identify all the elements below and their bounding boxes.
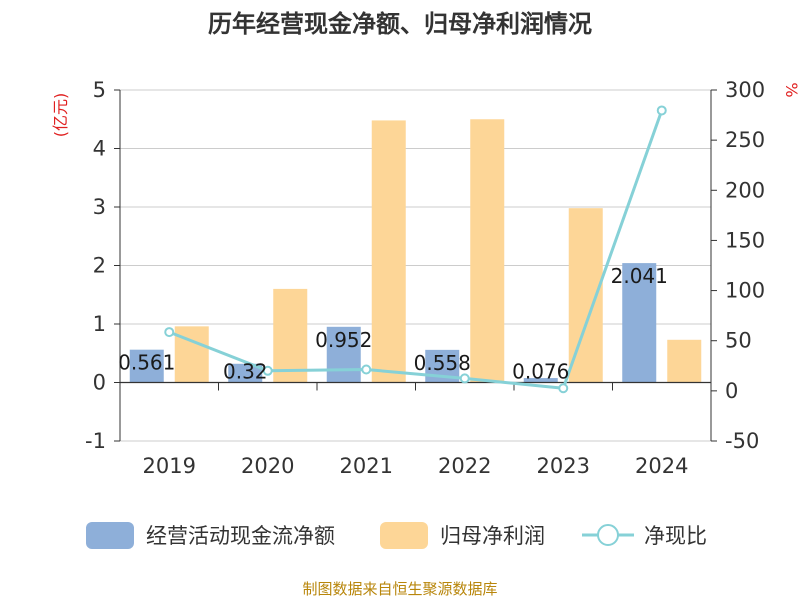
data-label-cashflow: 0.558 [414, 351, 471, 375]
legend-label-ratio: 净现比 [644, 524, 707, 548]
line-net-cash-ratio [168, 109, 664, 390]
left-tick-label: 0 [93, 371, 106, 395]
bar-netprofit-2021 [371, 120, 406, 383]
left-tick-label: 2 [93, 254, 106, 278]
legend-swatch-netprofit [380, 522, 428, 549]
right-axis-unit: % [782, 82, 800, 97]
x-tick-label: 2023 [537, 454, 590, 478]
bar-cashflow-2020 [228, 363, 263, 383]
data-label-cashflow: 0.561 [118, 351, 175, 375]
left-tick-label: 5 [93, 78, 106, 102]
data-label-cashflow: 0.076 [512, 360, 569, 384]
point-net-cash-ratio-2022 [459, 373, 470, 384]
point-net-cash-ratio-2023 [558, 383, 569, 394]
right-tick-label: 200 [725, 178, 765, 202]
bar-netprofit-2022 [470, 119, 505, 383]
bar-cashflow-2024 [622, 263, 657, 383]
bar-cashflow-2019 [129, 349, 164, 383]
source-note: 制图数据来自恒生聚源数据库 [302, 580, 497, 598]
x-tick-label: 2021 [340, 454, 393, 478]
data-label-cashflow: 2.041 [611, 264, 668, 288]
chart-title: 历年经营现金净额、归母净利润情况 [208, 10, 592, 38]
data-label-cashflow: 0.952 [315, 328, 372, 352]
point-net-cash-ratio-2021 [361, 364, 372, 375]
right-tick-label: -50 [725, 429, 759, 453]
right-tick-label: 150 [725, 228, 765, 252]
point-net-cash-ratio-2020 [262, 365, 273, 376]
bar-cashflow-2021 [326, 326, 361, 383]
point-net-cash-ratio-2019 [164, 327, 175, 338]
right-tick-label: 50 [725, 329, 752, 353]
x-tick-label: 2022 [438, 454, 491, 478]
left-tick-label: 1 [93, 312, 106, 336]
legend: 经营活动现金流净额 归母净利润 净现比 [86, 522, 707, 549]
right-tick-label: 250 [725, 128, 765, 152]
bar-netprofit-2020 [273, 288, 308, 383]
legend-label-cashflow: 经营活动现金流净额 [146, 524, 335, 548]
left-tick-label: 4 [93, 137, 106, 161]
right-tick-label: 300 [725, 78, 765, 102]
point-net-cash-ratio-2024 [656, 105, 667, 116]
left-tick-label: 3 [93, 195, 106, 219]
legend-marker-ratio [597, 524, 619, 546]
left-tick-label: -1 [85, 429, 106, 453]
x-tick-label: 2020 [241, 454, 294, 478]
left-axis-unit: (亿元) [51, 93, 70, 138]
right-tick-label: 100 [725, 279, 765, 303]
legend-label-netprofit: 归母净利润 [440, 524, 545, 548]
data-label-cashflow: 0.32 [223, 360, 268, 384]
right-tick-label: 0 [725, 379, 738, 403]
x-tick-label: 2019 [143, 454, 196, 478]
bar-cashflow-2023 [523, 378, 558, 383]
bar-netprofit-2024 [667, 339, 702, 383]
x-tick-label: 2024 [635, 454, 688, 478]
legend-swatch-cashflow [86, 522, 134, 549]
plot-area: -1 0 1 2 3 4 5 -50 0 50 100 150 200 250 300 2019 2020 202… [85, 78, 765, 478]
